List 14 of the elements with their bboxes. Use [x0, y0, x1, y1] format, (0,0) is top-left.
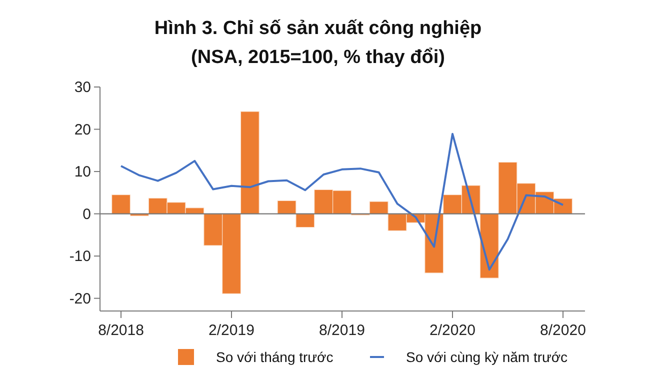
- x-tick-label: 8/2019: [319, 322, 365, 339]
- y-tick-label: 0: [82, 206, 91, 223]
- x-tick-label: 8/2018: [98, 322, 144, 339]
- x-tick-label: 2/2020: [430, 322, 476, 339]
- y-tick-label: -10: [69, 248, 91, 266]
- x-tick-label: 2/2019: [208, 322, 254, 339]
- legend-label: So với tháng trước: [216, 349, 334, 365]
- chart-title: Hình 3. Chỉ số sản xuất công nghiệp (NSA, 2015=100, % thay đổi): [154, 18, 482, 68]
- legend-label: So với cùng kỳ năm trước: [406, 349, 568, 365]
- y-tick-label: 10: [74, 164, 91, 181]
- y-tick-label: -20: [69, 290, 91, 308]
- x-tick-label: 8/2020: [540, 322, 586, 339]
- y-tick-label: 30: [74, 79, 91, 96]
- y-tick-label: 20: [74, 121, 91, 138]
